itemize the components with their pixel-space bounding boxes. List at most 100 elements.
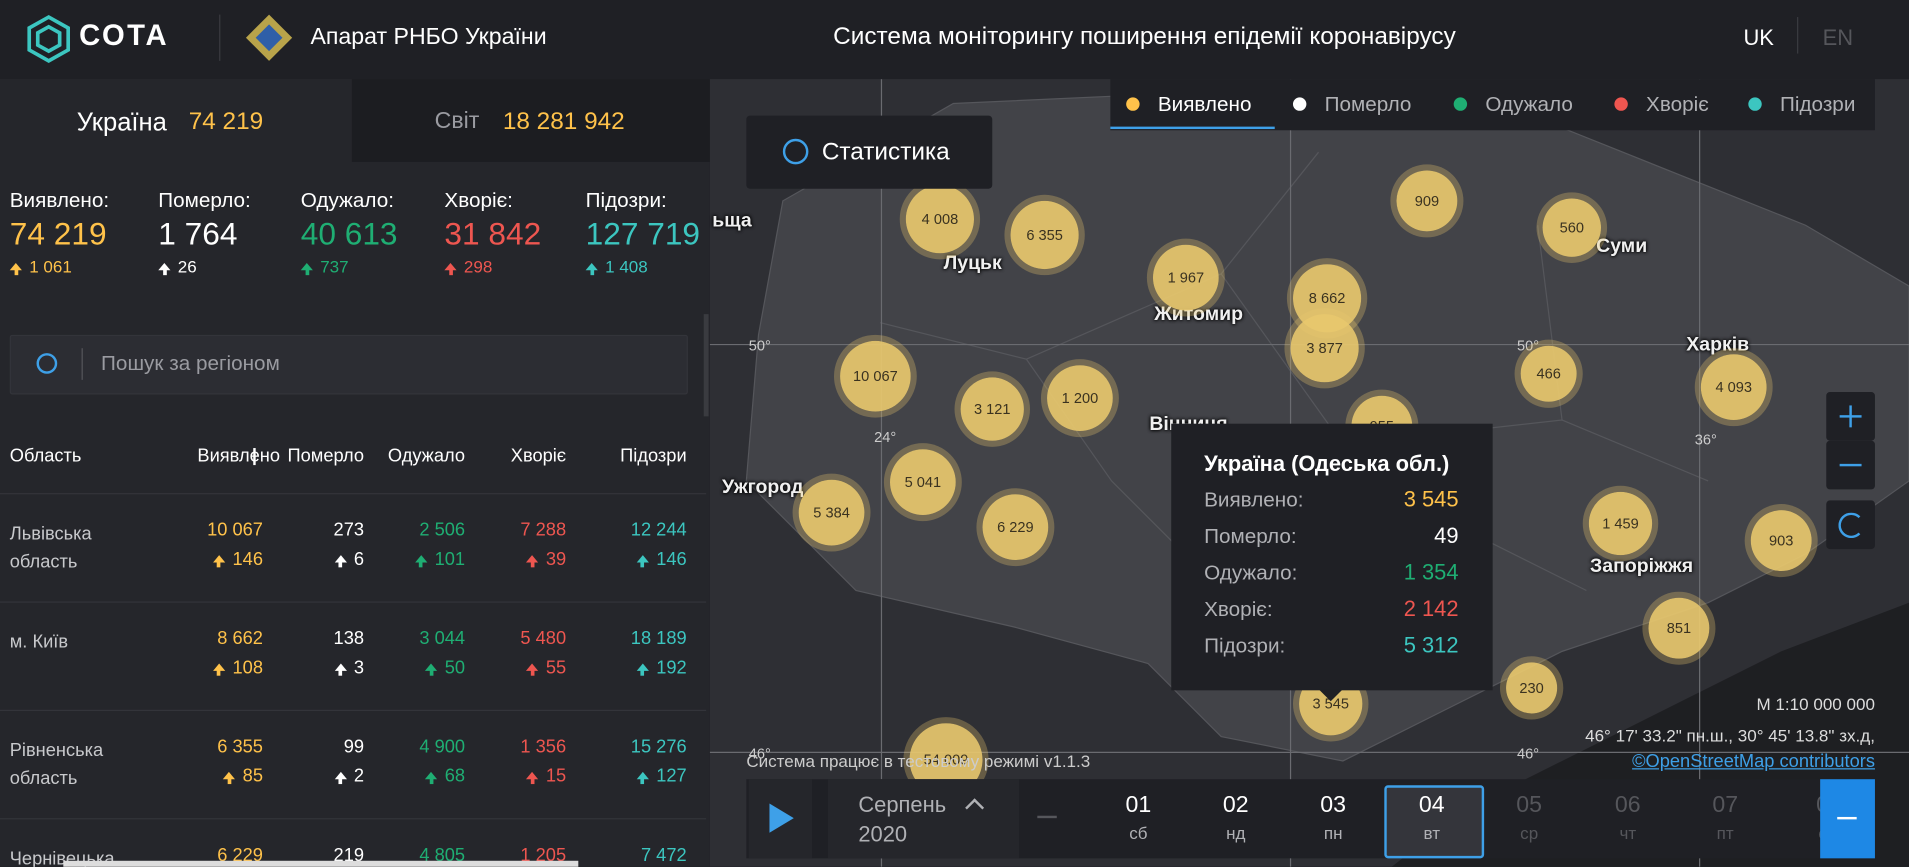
legend-item[interactable]: Хворіє xyxy=(1646,92,1709,116)
legend-dot xyxy=(1748,97,1762,111)
tab-label[interactable]: Світ xyxy=(434,108,480,134)
lang-divider xyxy=(1797,17,1799,54)
map-scale: М 1:10 000 000 xyxy=(1756,693,1875,714)
tab-value[interactable]: 74 219 xyxy=(188,108,264,136)
cluster[interactable]: 1 967 xyxy=(1152,244,1219,311)
stat-delta: 1 408 xyxy=(585,257,648,276)
cluster[interactable]: 1 459 xyxy=(1588,491,1653,556)
cluster[interactable]: 5 041 xyxy=(889,449,956,516)
divider xyxy=(219,14,221,61)
cell-value: 7 288 xyxy=(520,519,567,541)
grid-label: 50° xyxy=(748,337,771,355)
city-label: Запоріжжя xyxy=(1590,556,1694,578)
weekday: пт xyxy=(1716,823,1734,843)
sort-arrow xyxy=(253,448,256,466)
cell-value: 6 229 xyxy=(217,844,263,866)
day[interactable]: 03 xyxy=(1320,792,1347,819)
legend-item[interactable]: Одужало xyxy=(1485,92,1573,116)
cluster[interactable]: 4 093 xyxy=(1700,354,1767,421)
legend-item[interactable]: Підозри xyxy=(1779,92,1856,116)
legend-item[interactable]: Померло xyxy=(1324,92,1412,116)
day[interactable]: 01 xyxy=(1125,792,1152,819)
tooltip xyxy=(1171,423,1493,691)
tab-value[interactable]: 18 281 942 xyxy=(502,108,625,136)
cluster[interactable]: 560 xyxy=(1542,198,1602,257)
lang-en[interactable]: EN xyxy=(1822,25,1854,50)
column-header[interactable]: Одужало xyxy=(387,445,466,467)
cluster[interactable]: 6 229 xyxy=(982,494,1049,561)
stat-delta: 26 xyxy=(158,257,197,276)
up-arrow xyxy=(526,555,539,568)
row-divider xyxy=(0,709,707,712)
tooltip-value: 5 312 xyxy=(1403,633,1459,658)
cluster[interactable]: 909 xyxy=(1396,170,1458,232)
up-arrow xyxy=(223,771,236,785)
attribution[interactable]: ©OpenStreetMap contributors xyxy=(1632,751,1875,772)
scrollbar xyxy=(703,314,709,417)
grid-label: 46° xyxy=(1517,745,1540,763)
cluster[interactable]: 230 xyxy=(1506,662,1558,714)
day[interactable]: 04 xyxy=(1418,792,1445,819)
stat-label: Одужало: xyxy=(300,188,394,212)
legend-item[interactable]: Виявлено xyxy=(1157,92,1252,116)
cell-value: 273 xyxy=(333,519,365,541)
city-label: Луцьк xyxy=(943,253,1002,274)
cell-value: 6 355 xyxy=(217,736,263,758)
stats-button-label[interactable]: Статистика xyxy=(821,138,950,166)
cluster[interactable]: 5 384 xyxy=(798,479,865,546)
cluster[interactable]: 903 xyxy=(1750,510,1812,572)
up-arrow xyxy=(213,663,226,676)
cell-delta: 6 xyxy=(334,549,364,570)
day[interactable]: 05 xyxy=(1516,792,1543,819)
logo-icon xyxy=(27,14,71,63)
tooltip-label: Померло: xyxy=(1204,524,1297,548)
region-name[interactable]: Рівненська область xyxy=(9,740,104,789)
stat-delta: 298 xyxy=(444,257,492,276)
day[interactable]: 06 xyxy=(1614,792,1641,819)
up-arrow xyxy=(158,262,171,276)
cluster[interactable]: 466 xyxy=(1520,345,1577,402)
month-box[interactable] xyxy=(827,779,1020,859)
search-box[interactable] xyxy=(9,334,688,395)
legend-dot xyxy=(1292,97,1307,111)
region-name[interactable]: м. Київ xyxy=(9,631,69,653)
stats-icon xyxy=(782,138,809,165)
cell-delta: 39 xyxy=(526,549,566,570)
cluster[interactable]: 3 877 xyxy=(1290,314,1359,383)
up-arrow xyxy=(334,771,347,785)
cell-value: 7 472 xyxy=(640,844,687,866)
column-header[interactable]: Підозри xyxy=(620,445,687,467)
cell-value: 15 276 xyxy=(630,736,687,758)
cluster[interactable]: 851 xyxy=(1648,597,1710,659)
cluster[interactable]: 6 355 xyxy=(1010,200,1079,270)
city-label: Житомир xyxy=(1154,304,1243,326)
column-header[interactable]: Виявлено xyxy=(197,445,281,467)
stat-value: 1 764 xyxy=(158,215,238,253)
up-arrow xyxy=(213,555,226,568)
cluster[interactable]: 1 200 xyxy=(1047,365,1113,431)
cell-value: 3 044 xyxy=(419,628,466,649)
search-placeholder[interactable]: Пошук за регіоном xyxy=(101,351,280,375)
cell-value: 10 067 xyxy=(207,519,263,541)
stat-label: Хворіє: xyxy=(444,188,513,212)
cluster[interactable]: 10 067 xyxy=(840,340,911,412)
grid-label: 46° xyxy=(748,745,771,763)
lang-uk[interactable]: UK xyxy=(1743,25,1774,50)
up-arrow xyxy=(585,262,598,276)
stat-value: 40 613 xyxy=(300,215,398,253)
region-name[interactable]: Львівська область xyxy=(9,523,92,573)
prev-arrow[interactable] xyxy=(1037,815,1057,819)
weekday: нд xyxy=(1226,823,1246,843)
day[interactable]: 07 xyxy=(1712,792,1739,819)
reset-icon xyxy=(1838,512,1864,539)
cluster[interactable]: 3 121 xyxy=(960,377,1024,441)
tab-label[interactable]: Україна xyxy=(76,108,167,137)
search-sep xyxy=(81,348,83,380)
day[interactable]: 02 xyxy=(1222,792,1249,819)
cluster[interactable]: 4 008 xyxy=(905,185,974,254)
stat-delta: 1 061 xyxy=(9,257,72,276)
up-arrow xyxy=(300,262,313,276)
column-header[interactable]: Хворіє xyxy=(510,445,567,467)
column-header[interactable]: Область xyxy=(9,445,82,467)
column-header[interactable]: Померло xyxy=(287,445,365,467)
